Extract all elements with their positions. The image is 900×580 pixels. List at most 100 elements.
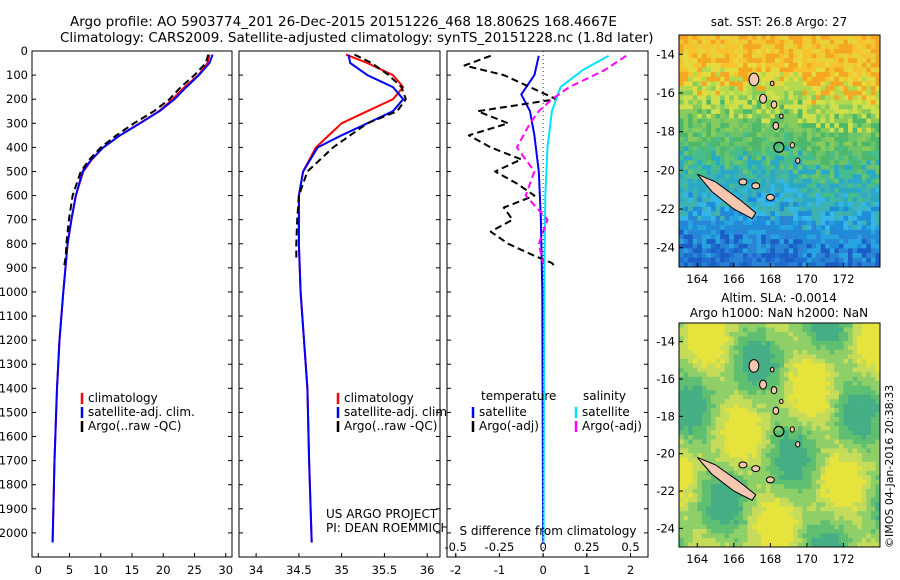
map-cell bbox=[861, 67, 867, 73]
map-cell bbox=[797, 448, 803, 454]
map-cell bbox=[715, 443, 721, 449]
map-cell bbox=[679, 435, 684, 440]
map-cell bbox=[761, 81, 767, 87]
map-cell bbox=[861, 412, 867, 418]
map-cell bbox=[875, 123, 881, 129]
map-cell bbox=[806, 399, 812, 404]
map-cell bbox=[706, 95, 712, 101]
map-cell bbox=[747, 502, 753, 507]
map-cell bbox=[765, 90, 771, 96]
map-cell bbox=[692, 164, 698, 170]
map-cell bbox=[788, 394, 794, 400]
map-cell bbox=[852, 533, 858, 539]
map-cell bbox=[806, 127, 812, 133]
map-cell bbox=[738, 72, 744, 78]
map-cell bbox=[724, 461, 730, 467]
map-cell bbox=[683, 160, 689, 166]
map-cell bbox=[697, 524, 703, 530]
map-cell bbox=[733, 323, 739, 328]
legend-label: climatology bbox=[344, 391, 414, 405]
map-cell bbox=[797, 399, 803, 404]
map-cell bbox=[720, 211, 725, 217]
map-cell bbox=[701, 239, 707, 245]
map-cell bbox=[825, 123, 831, 129]
map-cell bbox=[861, 202, 867, 207]
sst-map-title: sat. SST: 26.8 Argo: 27 bbox=[711, 15, 848, 29]
map-cell bbox=[697, 506, 703, 512]
map-cell bbox=[765, 372, 771, 378]
map-cell bbox=[724, 62, 730, 68]
map-cell bbox=[738, 151, 744, 156]
map-cell bbox=[834, 345, 840, 351]
map-cell bbox=[806, 262, 812, 268]
map-cell bbox=[852, 174, 858, 180]
map-cell bbox=[742, 399, 748, 404]
map-cell bbox=[679, 35, 684, 40]
map-cell bbox=[779, 349, 785, 355]
map-cell bbox=[683, 113, 689, 119]
map-cell bbox=[811, 109, 817, 115]
map-cell bbox=[861, 211, 867, 217]
map-cell bbox=[816, 323, 821, 328]
map-cell bbox=[816, 336, 821, 342]
map-cell bbox=[793, 394, 799, 400]
map-cell bbox=[857, 443, 863, 449]
map-cell bbox=[870, 257, 876, 263]
map-cell bbox=[774, 475, 780, 481]
map-cell bbox=[688, 412, 694, 418]
map-cell bbox=[715, 113, 721, 119]
map-cell bbox=[784, 385, 789, 391]
map-cell bbox=[715, 363, 721, 369]
map-cell bbox=[724, 385, 730, 391]
map-cell bbox=[774, 461, 780, 467]
map-cell bbox=[788, 202, 794, 207]
map-cell bbox=[715, 90, 721, 96]
map-cell bbox=[793, 524, 799, 530]
map-cell bbox=[861, 151, 867, 156]
map-cell bbox=[710, 169, 716, 175]
map-cell bbox=[875, 430, 881, 436]
map-cell bbox=[834, 53, 840, 59]
map-cell bbox=[738, 35, 744, 40]
map-cell bbox=[688, 39, 694, 45]
map-cell bbox=[829, 399, 835, 404]
map-cell bbox=[770, 188, 776, 194]
map-cell bbox=[738, 174, 744, 180]
map-cell bbox=[834, 220, 840, 226]
map-cell bbox=[724, 412, 730, 418]
map-cell bbox=[811, 188, 817, 194]
map-cell bbox=[852, 493, 858, 499]
map-cell bbox=[697, 215, 703, 221]
map-cell bbox=[756, 86, 762, 91]
map-cell bbox=[720, 506, 725, 512]
map-cell bbox=[724, 520, 730, 525]
map-cell bbox=[738, 390, 744, 395]
map-cell bbox=[875, 35, 881, 40]
map-cell bbox=[692, 160, 698, 166]
map-cell bbox=[861, 206, 867, 212]
map-cell bbox=[683, 118, 689, 124]
map-cell bbox=[861, 81, 867, 87]
map-cell bbox=[742, 155, 748, 161]
map-cell bbox=[770, 533, 776, 539]
map-cell bbox=[770, 262, 776, 268]
map-cell bbox=[848, 48, 853, 54]
map-cell bbox=[843, 439, 849, 445]
map-cell bbox=[747, 408, 753, 413]
map-cell bbox=[829, 358, 835, 364]
map-cell bbox=[747, 470, 753, 476]
map-cell bbox=[710, 141, 716, 147]
map-cell bbox=[747, 174, 753, 180]
map-cell bbox=[697, 53, 703, 59]
map-cell bbox=[784, 399, 789, 404]
map-cell bbox=[811, 417, 817, 422]
map-cell bbox=[715, 426, 721, 431]
map-cell bbox=[829, 381, 835, 387]
map-cell bbox=[866, 520, 872, 525]
map-cell bbox=[729, 127, 735, 133]
map-cell bbox=[752, 452, 757, 458]
map-cell bbox=[701, 109, 707, 115]
map-cell bbox=[875, 367, 881, 373]
map-cell bbox=[825, 253, 831, 259]
map-cell bbox=[701, 349, 707, 355]
